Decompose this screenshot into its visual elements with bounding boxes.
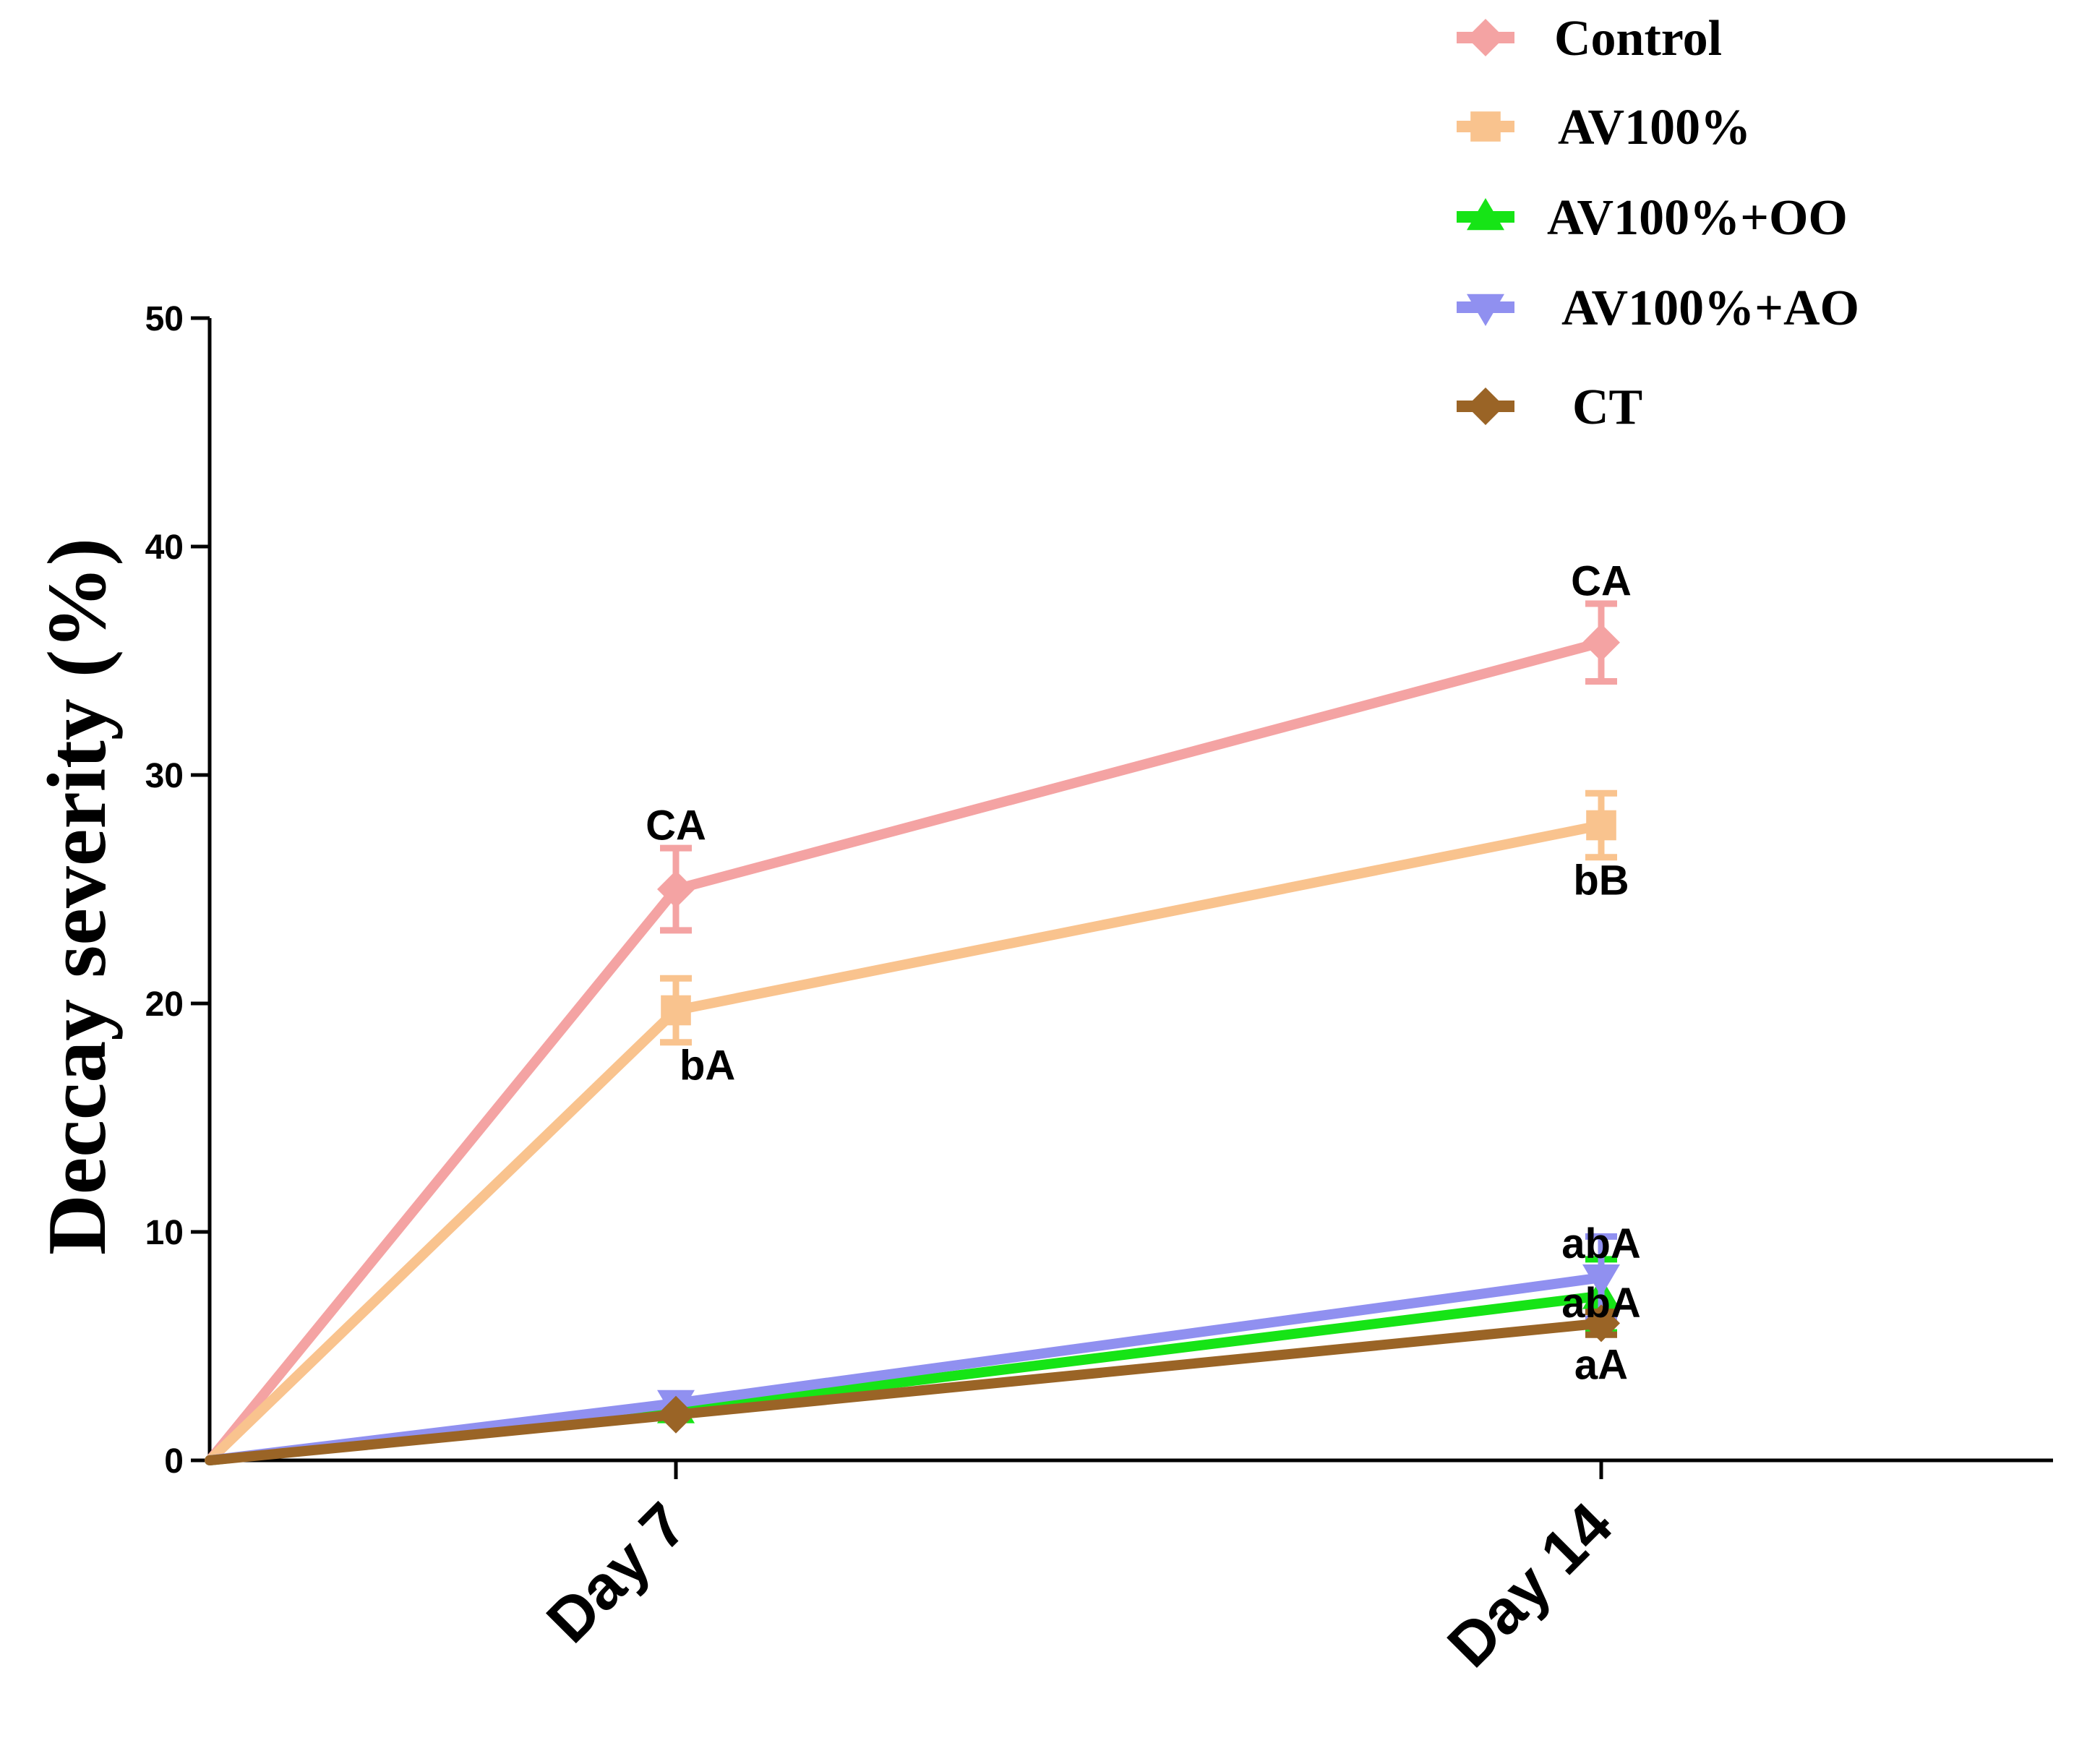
series-av100- <box>205 789 1617 1465</box>
data-point <box>661 995 691 1026</box>
series-ct <box>205 1304 1620 1465</box>
significance-label: abA <box>1561 1220 1641 1267</box>
axes: 0 10 20 30 40 50 Day 7 Day 14 <box>145 300 2053 1681</box>
legend-label: Control <box>1554 11 1722 67</box>
y-tick-label: 40 <box>145 528 184 567</box>
significance-label: bB <box>1573 857 1629 904</box>
significance-label: bA <box>680 1042 735 1089</box>
legend-marker <box>1467 198 1504 231</box>
y-tick-label: 0 <box>164 1442 184 1481</box>
legend-item: CT <box>1457 380 1642 435</box>
series-control <box>205 600 1620 1465</box>
legend-marker <box>1467 19 1504 56</box>
y-tick-label: 50 <box>145 300 184 338</box>
series-av100-ao <box>205 1233 1620 1465</box>
legend: Control AV100% AV100%+OO AV100%+AO CT <box>1457 11 1859 435</box>
series-line <box>205 820 1606 1465</box>
legend-label: CT <box>1572 380 1642 435</box>
data-point <box>1582 623 1620 662</box>
x-tick-label: Day 7 <box>533 1490 700 1656</box>
legend-marker <box>1467 388 1504 425</box>
legend-label: AV100%+OO <box>1547 190 1848 246</box>
series-layer <box>205 600 1620 1465</box>
y-tick-label: 10 <box>145 1214 184 1252</box>
y-axis-title: Deccay severity (%) <box>31 538 124 1255</box>
significance-label: CA <box>1571 557 1632 604</box>
data-point <box>1586 810 1616 841</box>
y-tick-label: 20 <box>145 985 184 1024</box>
x-tick-label: Day 14 <box>1434 1489 1625 1680</box>
significance-label: aA <box>1574 1341 1628 1388</box>
data-point <box>1582 1304 1620 1343</box>
data-point <box>1582 1264 1620 1297</box>
legend-item: Control <box>1457 11 1722 67</box>
significance-label: abA <box>1561 1280 1641 1327</box>
data-point <box>657 1395 695 1434</box>
legend-item: AV100%+AO <box>1457 281 1859 336</box>
y-tick-label: 30 <box>145 757 184 795</box>
annotations: CA bA CA bB abA abA aA <box>646 557 1641 1388</box>
legend-item: AV100%+OO <box>1457 190 1848 246</box>
significance-label: CA <box>646 802 706 849</box>
series-line <box>205 1318 1606 1465</box>
data-point <box>657 870 695 908</box>
legend-label: AV100% <box>1558 100 1751 155</box>
legend-label: AV100%+AO <box>1561 281 1859 336</box>
legend-item: AV100% <box>1457 100 1751 155</box>
legend-marker <box>1470 111 1501 142</box>
series-line <box>205 637 1606 1465</box>
series-line <box>205 1272 1606 1465</box>
legend-marker <box>1467 294 1504 326</box>
